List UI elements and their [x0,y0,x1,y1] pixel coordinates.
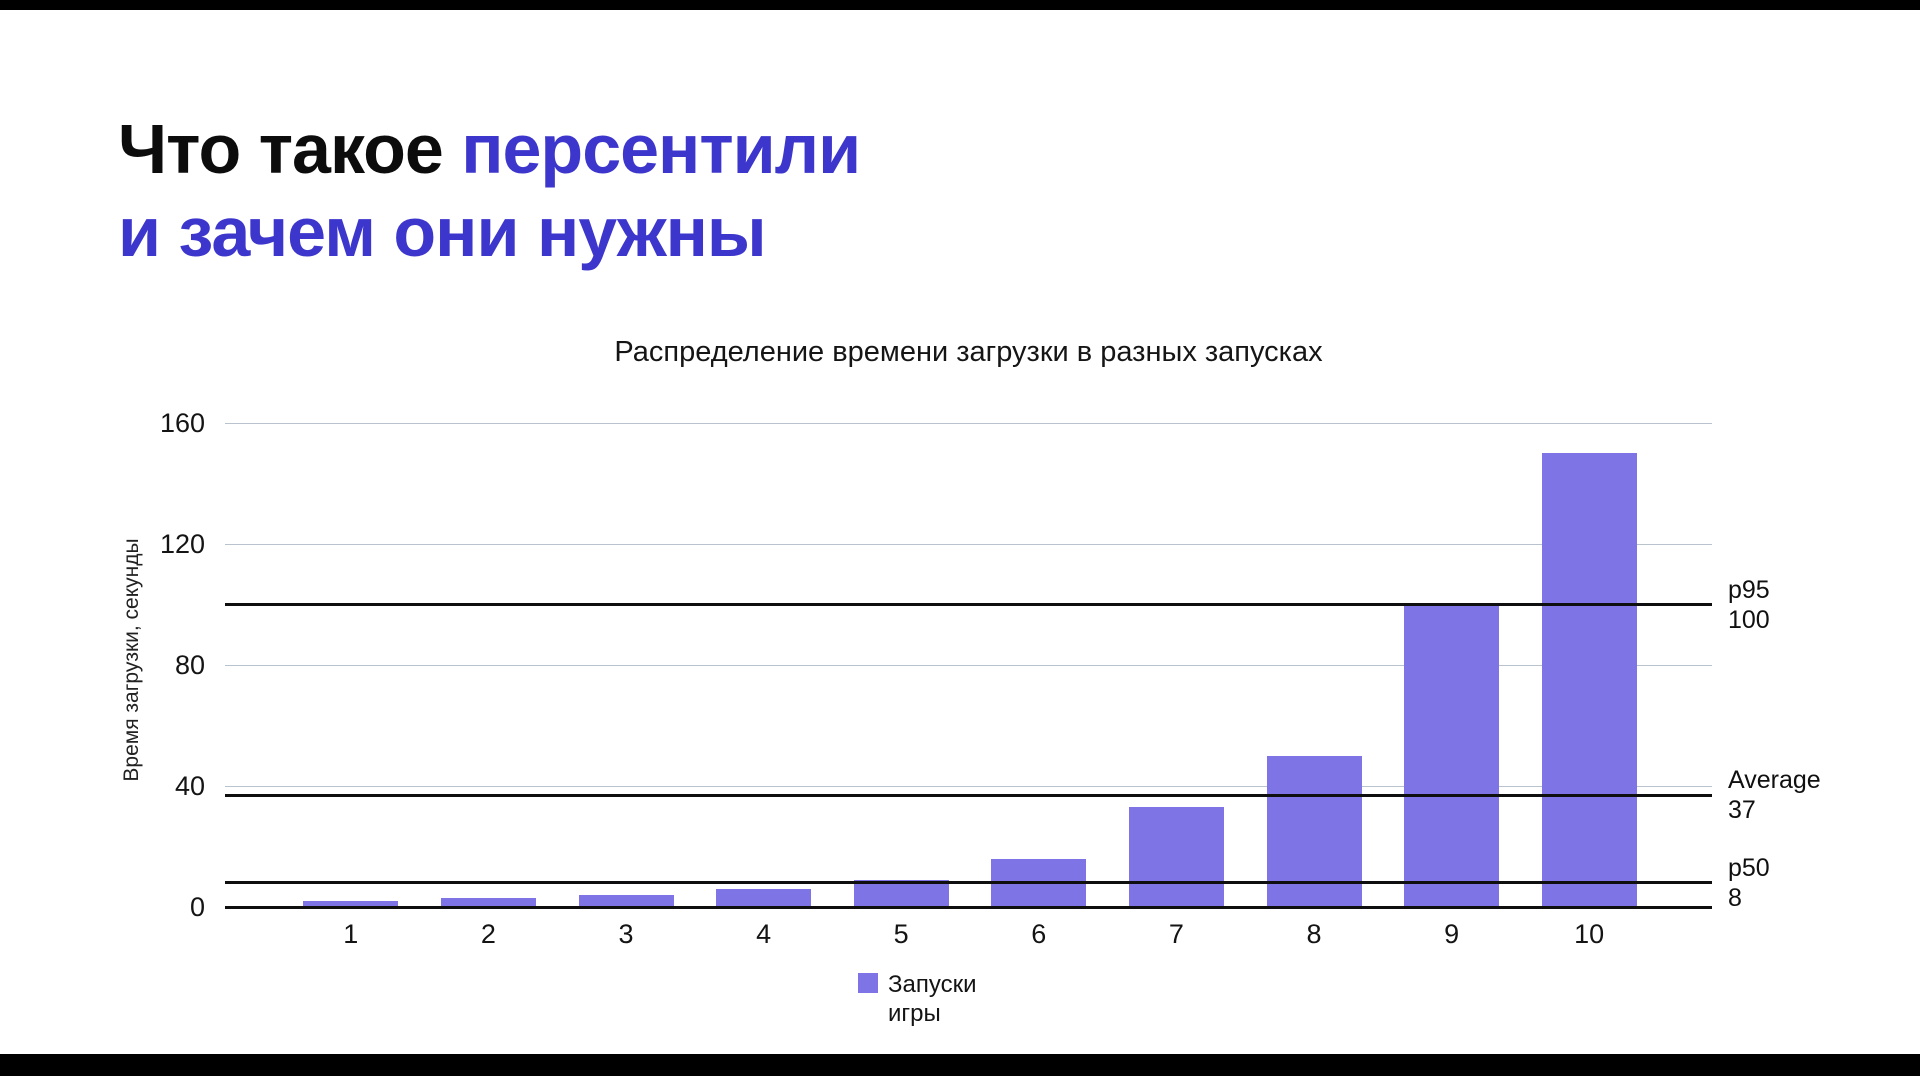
reference-line-name: p95 [1728,575,1770,604]
bar [1541,453,1637,907]
y-tick-label: 40 [174,771,205,801]
slide-title: Что такое персентили и зачем они нужны [118,108,861,273]
x-tick-label: 2 [480,919,496,949]
reference-line-value: 8 [1728,883,1742,912]
reference-line-label: p50 8 [1728,853,1898,913]
reference-line-name: Average [1728,766,1821,795]
slide-title-line2: и зачем они нужны [118,192,767,271]
legend-label-line2: игры [888,1000,941,1027]
bar [1404,604,1500,907]
x-tick-label: 10 [1574,919,1605,949]
reference-line-label: Average 37 [1728,765,1898,825]
reference-line-label: p95 100 [1728,575,1898,635]
y-tick-label: 120 [159,529,205,559]
x-tick-label: 3 [618,919,634,949]
chart-title: Распределение времени загрузки в разных … [614,336,1323,368]
y-tick-label: 0 [189,892,205,922]
x-tick-label: 7 [1168,919,1184,949]
gridline [225,785,1712,787]
legend-label: Запуски игры [888,970,976,1028]
gridline [225,664,1712,666]
x-tick-label: 9 [1444,919,1460,949]
slide-title-black-part: Что такое [118,110,462,188]
reference-line-value: 100 [1728,605,1770,634]
gridline [225,422,1712,424]
legend-label-line1: Запуски [888,971,977,998]
gridline [225,543,1712,545]
bar [303,900,399,907]
x-tick-label: 4 [756,919,772,949]
reference-line [225,881,1712,885]
video-letterbox-top [0,0,1920,10]
bar [1128,807,1224,907]
reference-line-value: 37 [1728,796,1756,825]
x-tick-label: 5 [893,919,909,949]
x-axis [225,906,1712,909]
video-letterbox-bottom [0,1054,1920,1076]
reference-line-name: p50 [1728,853,1770,882]
reference-line [225,793,1712,797]
x-tick-label: 6 [1031,919,1047,949]
legend-swatch-icon [858,973,878,993]
bar [716,888,812,907]
y-tick-label: 160 [159,408,205,438]
bar [440,897,536,907]
bar [853,879,949,907]
bar [578,894,674,907]
x-tick-label: 1 [343,919,359,949]
slide-title-accent-part: персентили [461,110,861,188]
reference-line [225,603,1712,606]
x-tick-label: 8 [1306,919,1322,949]
bar [1266,755,1362,907]
chart-legend: Запуски игры [858,970,976,1028]
y-tick-label: 80 [174,650,205,680]
